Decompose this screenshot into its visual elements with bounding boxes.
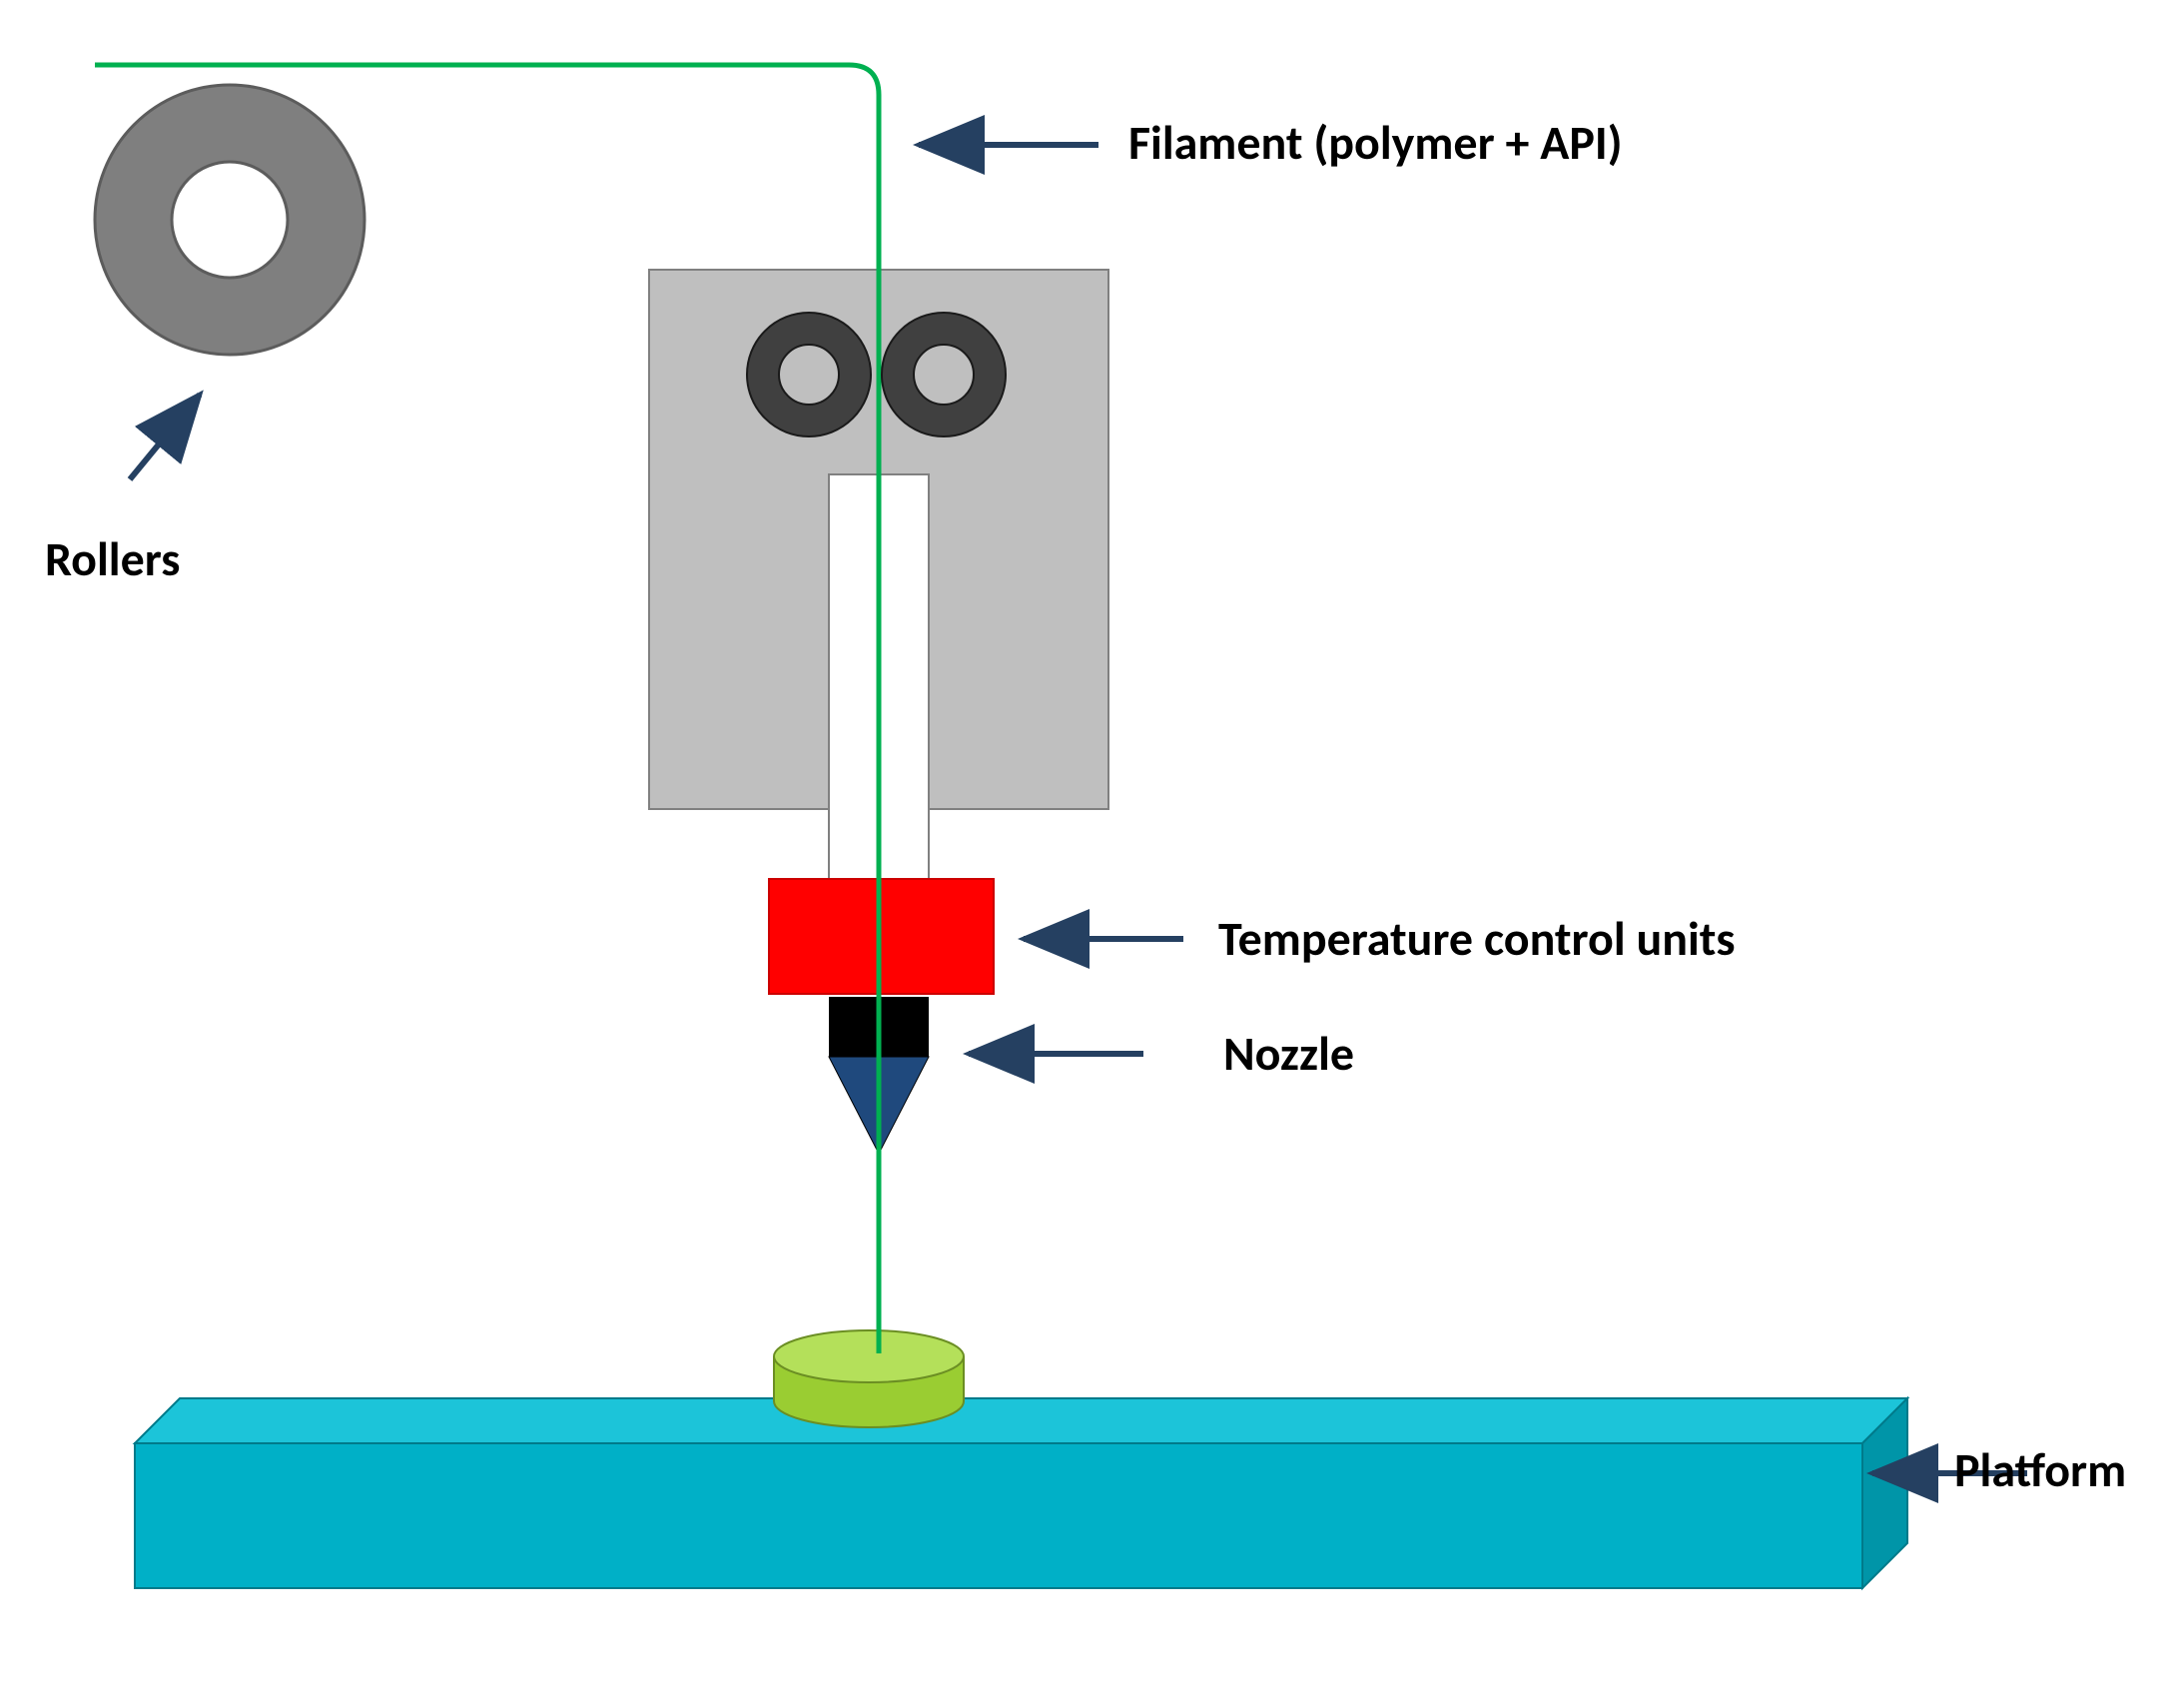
drive-roller-left (747, 313, 871, 436)
filament-label: Filament (polymer + API) (1128, 113, 1623, 172)
nozzle-label: Nozzle (1223, 1024, 1354, 1083)
drive-roller-right (882, 313, 1006, 436)
platform-shape (135, 1398, 1907, 1588)
temp-control-label: Temperature control units (1218, 909, 1736, 968)
diagram-svg (0, 0, 2184, 1696)
rollers-arrow (130, 395, 200, 479)
platform-label: Platform (1954, 1440, 2126, 1499)
fdm-printer-diagram: Rollers Filament (polymer + API) Tempera… (0, 0, 2184, 1696)
rollers-label: Rollers (45, 529, 180, 588)
printed-object-shape (774, 1330, 964, 1427)
spool-shape (95, 85, 364, 355)
